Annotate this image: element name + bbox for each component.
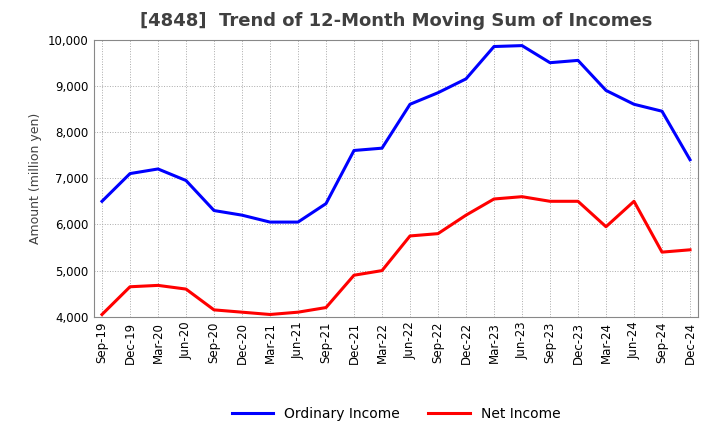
Net Income: [153, 283, 162, 288]
Net Income: [210, 307, 218, 312]
Ordinary Income: [546, 60, 554, 65]
Ordinary Income: [378, 146, 387, 151]
Net Income: [546, 198, 554, 204]
Ordinary Income: [574, 58, 582, 63]
Ordinary Income: [630, 102, 639, 107]
Ordinary Income: [126, 171, 135, 176]
Ordinary Income: [657, 109, 666, 114]
Ordinary Income: [322, 201, 330, 206]
Title: [4848]  Trend of 12-Month Moving Sum of Incomes: [4848] Trend of 12-Month Moving Sum of I…: [140, 12, 652, 30]
Y-axis label: Amount (million yen): Amount (million yen): [30, 113, 42, 244]
Legend: Ordinary Income, Net Income: Ordinary Income, Net Income: [226, 401, 566, 426]
Net Income: [294, 309, 302, 315]
Ordinary Income: [462, 76, 470, 81]
Net Income: [266, 312, 274, 317]
Ordinary Income: [518, 43, 526, 48]
Ordinary Income: [153, 166, 162, 172]
Net Income: [433, 231, 442, 236]
Ordinary Income: [210, 208, 218, 213]
Ordinary Income: [602, 88, 611, 93]
Net Income: [490, 196, 498, 202]
Ordinary Income: [350, 148, 359, 153]
Ordinary Income: [490, 44, 498, 49]
Net Income: [378, 268, 387, 273]
Net Income: [405, 233, 414, 238]
Ordinary Income: [266, 220, 274, 225]
Net Income: [322, 305, 330, 310]
Ordinary Income: [238, 213, 246, 218]
Net Income: [657, 249, 666, 255]
Net Income: [181, 286, 190, 292]
Net Income: [574, 198, 582, 204]
Net Income: [98, 312, 107, 317]
Net Income: [238, 309, 246, 315]
Net Income: [602, 224, 611, 229]
Net Income: [350, 272, 359, 278]
Net Income: [126, 284, 135, 290]
Ordinary Income: [294, 220, 302, 225]
Ordinary Income: [405, 102, 414, 107]
Line: Net Income: Net Income: [102, 197, 690, 315]
Ordinary Income: [181, 178, 190, 183]
Line: Ordinary Income: Ordinary Income: [102, 46, 690, 222]
Ordinary Income: [685, 157, 694, 162]
Net Income: [462, 213, 470, 218]
Net Income: [630, 198, 639, 204]
Ordinary Income: [433, 90, 442, 95]
Net Income: [685, 247, 694, 253]
Ordinary Income: [98, 198, 107, 204]
Net Income: [518, 194, 526, 199]
